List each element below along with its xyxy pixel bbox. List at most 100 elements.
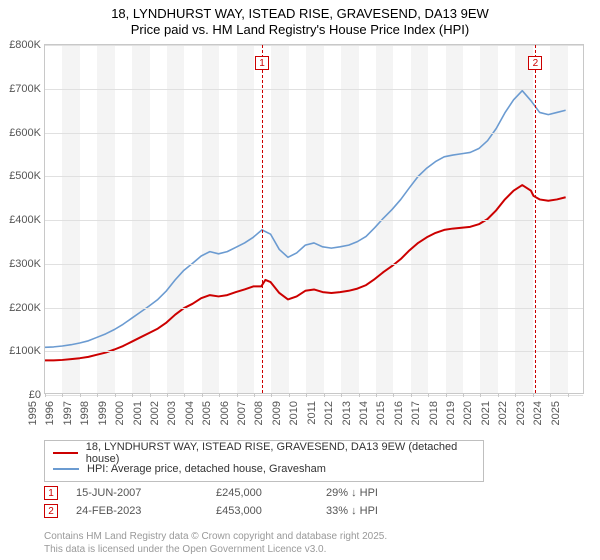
event-marker-icon: 2 <box>528 56 542 70</box>
legend-swatch <box>53 468 79 470</box>
chart-gridline <box>45 176 583 177</box>
y-axis-label: £500K <box>9 170 41 182</box>
event-date: 24-FEB-2023 <box>76 505 216 517</box>
x-axis-label: 2023 <box>514 401 526 425</box>
x-axis-label: 2011 <box>306 401 318 425</box>
x-axis-label: 2004 <box>184 401 196 425</box>
x-axis-label: 2001 <box>131 401 143 425</box>
x-axis-tick <box>62 393 63 397</box>
x-axis-label: 2019 <box>445 401 457 425</box>
x-axis-tick <box>393 393 394 397</box>
x-axis-label: 2006 <box>218 401 230 425</box>
legend-label: HPI: Average price, detached house, Grav… <box>87 463 326 475</box>
chart-gridline <box>45 395 583 396</box>
y-axis-label: £800K <box>9 39 41 51</box>
x-axis-tick <box>254 393 255 397</box>
x-axis-tick <box>480 393 481 397</box>
event-date: 15-JUN-2007 <box>76 487 216 499</box>
x-axis-label: 2016 <box>393 401 405 425</box>
event-row: 2 24-FEB-2023 £453,000 33% ↓ HPI <box>44 502 436 520</box>
x-axis-label: 2008 <box>253 401 265 425</box>
x-axis-tick <box>132 393 133 397</box>
event-table: 1 15-JUN-2007 £245,000 29% ↓ HPI 2 24-FE… <box>44 484 436 520</box>
x-axis-label: 1996 <box>44 401 56 425</box>
y-axis-label: £100K <box>9 345 41 357</box>
x-axis-label: 2007 <box>236 401 248 425</box>
x-axis-tick <box>498 393 499 397</box>
x-axis-tick <box>428 393 429 397</box>
x-axis-tick <box>359 393 360 397</box>
chart-lines-svg <box>45 45 583 393</box>
x-axis-tick <box>150 393 151 397</box>
x-axis-tick <box>463 393 464 397</box>
x-axis-label: 2022 <box>497 401 509 425</box>
chart-gridline <box>45 220 583 221</box>
x-axis-tick <box>411 393 412 397</box>
chart-gridline <box>45 45 583 46</box>
event-marker-icon: 1 <box>44 486 58 500</box>
x-axis-label: 2021 <box>480 401 492 425</box>
x-axis-label: 1997 <box>62 401 74 425</box>
legend-label: 18, LYNDHURST WAY, ISTEAD RISE, GRAVESEN… <box>86 441 475 465</box>
x-axis-tick <box>219 393 220 397</box>
x-axis-tick <box>202 393 203 397</box>
x-axis-tick <box>115 393 116 397</box>
event-row: 1 15-JUN-2007 £245,000 29% ↓ HPI <box>44 484 436 502</box>
chart-container: 18, LYNDHURST WAY, ISTEAD RISE, GRAVESEN… <box>0 0 600 560</box>
y-axis-label: £400K <box>9 214 41 226</box>
x-axis-label: 2009 <box>271 401 283 425</box>
x-axis-tick <box>550 393 551 397</box>
x-axis-label: 1995 <box>27 401 39 425</box>
chart-gridline <box>45 133 583 134</box>
event-price: £245,000 <box>216 487 326 499</box>
x-axis-label: 2010 <box>288 401 300 425</box>
x-axis-label: 2025 <box>549 401 561 425</box>
x-axis-label: 1998 <box>79 401 91 425</box>
x-axis-label: 2015 <box>375 401 387 425</box>
attribution-line: This data is licensed under the Open Gov… <box>44 544 387 557</box>
x-axis-tick <box>97 393 98 397</box>
x-axis-label: 2020 <box>462 401 474 425</box>
event-marker-icon: 2 <box>44 504 58 518</box>
x-axis-label: 2002 <box>149 401 161 425</box>
y-axis-label: £200K <box>9 302 41 314</box>
event-vline <box>262 45 263 393</box>
x-axis-tick <box>341 393 342 397</box>
title-address: 18, LYNDHURST WAY, ISTEAD RISE, GRAVESEN… <box>0 6 600 22</box>
x-axis-tick <box>568 393 569 397</box>
legend-swatch <box>53 452 78 454</box>
x-axis-tick <box>533 393 534 397</box>
event-marker-icon: 1 <box>255 56 269 70</box>
event-diff: 29% ↓ HPI <box>326 487 436 499</box>
attribution-text: Contains HM Land Registry data © Crown c… <box>44 531 387 556</box>
x-axis-label: 2013 <box>340 401 352 425</box>
x-axis-label: 2005 <box>201 401 213 425</box>
series-line-price_paid <box>45 185 566 360</box>
x-axis-tick <box>446 393 447 397</box>
event-diff: 33% ↓ HPI <box>326 505 436 517</box>
y-axis-label: £700K <box>9 83 41 95</box>
y-axis-label: £600K <box>9 127 41 139</box>
title-block: 18, LYNDHURST WAY, ISTEAD RISE, GRAVESEN… <box>0 0 600 39</box>
attribution-line: Contains HM Land Registry data © Crown c… <box>44 531 387 544</box>
y-axis-label: £0 <box>29 389 41 401</box>
title-subtitle: Price paid vs. HM Land Registry's House … <box>0 22 600 38</box>
x-axis-tick <box>45 393 46 397</box>
chart-gridline <box>45 264 583 265</box>
x-axis-tick <box>80 393 81 397</box>
chart-plot-area: £0£100K£200K£300K£400K£500K£600K£700K£80… <box>44 44 584 394</box>
x-axis-label: 2012 <box>323 401 335 425</box>
chart-gridline <box>45 351 583 352</box>
x-axis-tick <box>289 393 290 397</box>
legend-box: 18, LYNDHURST WAY, ISTEAD RISE, GRAVESEN… <box>44 440 484 482</box>
x-axis-label: 1999 <box>96 401 108 425</box>
legend-row: 18, LYNDHURST WAY, ISTEAD RISE, GRAVESEN… <box>53 445 475 461</box>
chart-gridline <box>45 89 583 90</box>
x-axis-label: 2003 <box>166 401 178 425</box>
x-axis-tick <box>515 393 516 397</box>
x-axis-tick <box>237 393 238 397</box>
x-axis-tick <box>376 393 377 397</box>
y-axis-label: £300K <box>9 258 41 270</box>
x-axis-label: 2017 <box>410 401 422 425</box>
x-axis-tick <box>324 393 325 397</box>
